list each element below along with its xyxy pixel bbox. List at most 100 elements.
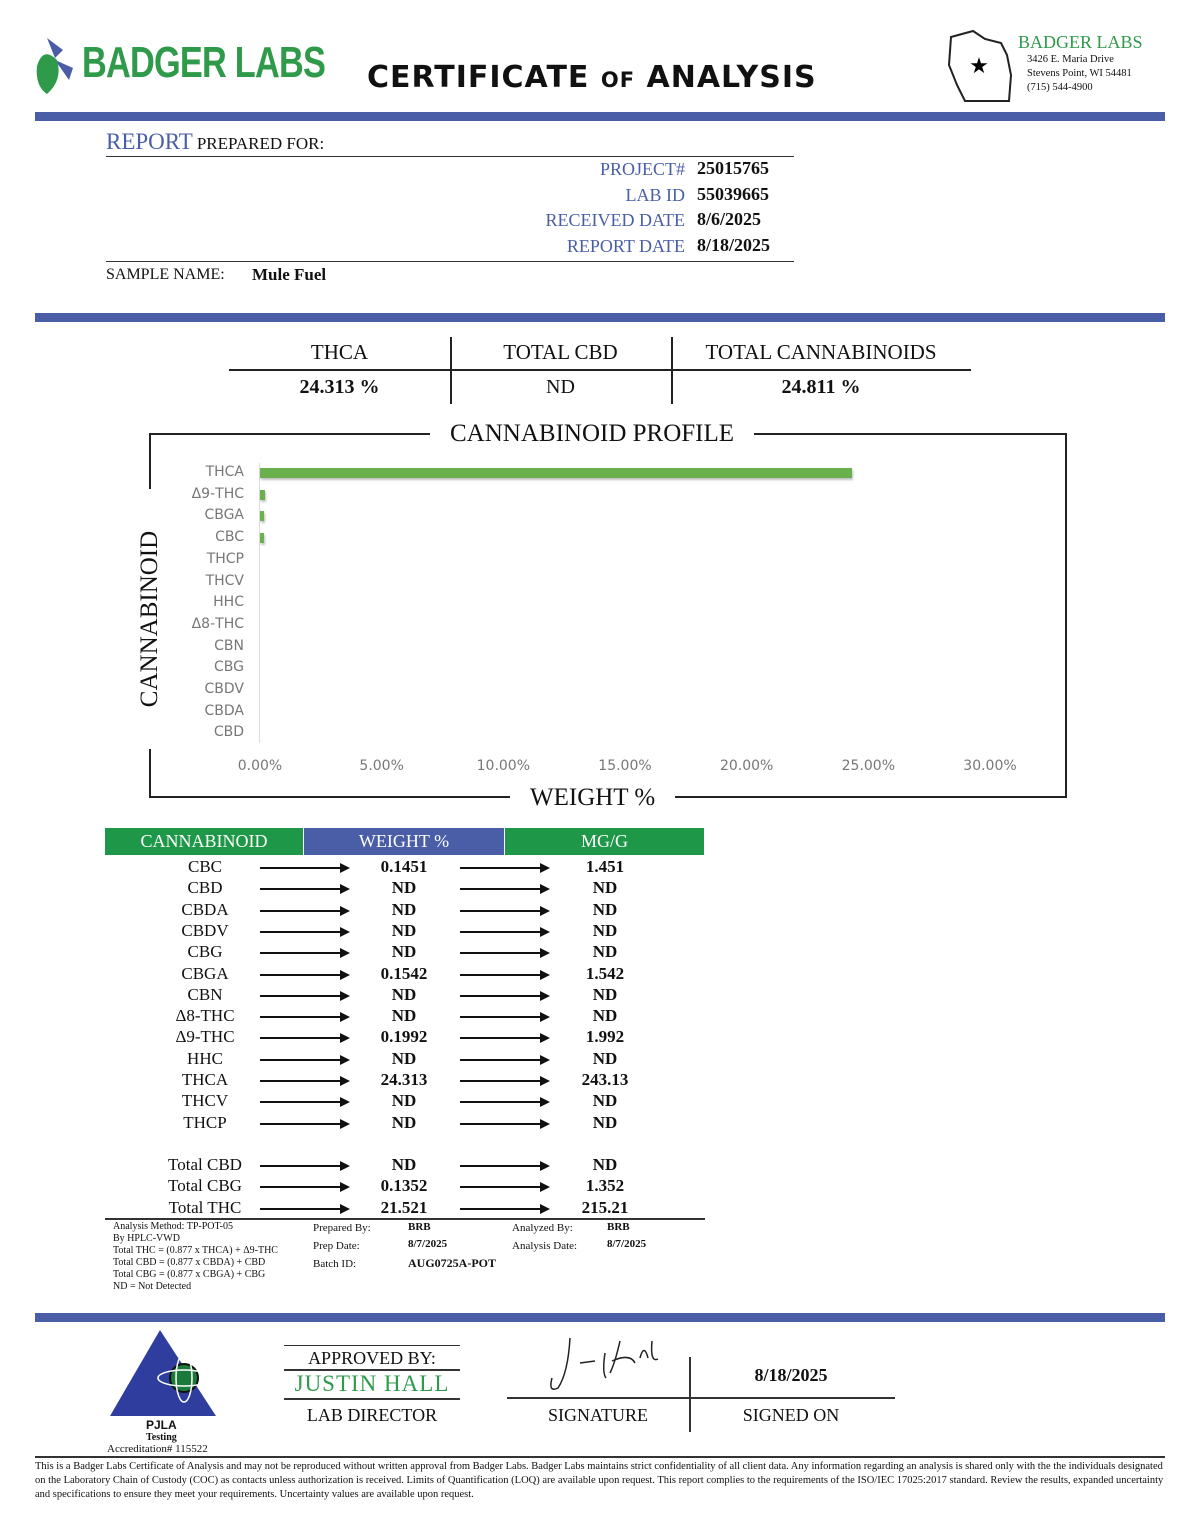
cannabinoid-name: THCA [181,1070,229,1089]
lab-id-label: LAB ID [625,185,686,205]
x-tick-label: 0.00% [237,758,283,774]
mgg-value: ND [592,1048,618,1068]
mgg-value: 1.352 [585,1176,625,1196]
arrow-icon [460,1161,550,1171]
arrow-icon [460,969,550,980]
table-row: Total THC 21.521 215.21 [105,1198,705,1219]
weight-value: ND [391,1091,417,1111]
arrow-icon [460,1097,550,1108]
table-row: CBDA ND ND [105,900,705,921]
summary-thca-label: THCA [310,340,369,364]
weight-value: ND [391,1006,417,1026]
arrow-icon [260,1118,350,1129]
batch-id: AUG0725A-POT [408,1256,496,1270]
bar-CBGA [260,511,264,522]
divider [35,1313,1165,1322]
analysis-date-label: Analysis Date: [512,1240,578,1252]
accreditation-number: Accreditation# 115522 [107,1443,208,1455]
cannabinoid-name: THCV [181,1091,229,1111]
arrow-icon [460,1054,550,1065]
y-tick-label: Δ9-THC [191,485,244,502]
report-date-label: REPORT DATE [566,236,685,256]
report-heading: REPORT PREPARED FOR: [106,129,794,157]
mgg-value: ND [592,899,618,919]
weight-value: ND [391,1112,417,1132]
table-row: CBG ND ND [105,942,705,963]
cannabinoid-name: CBC [187,857,223,876]
approver-role: LAB DIRECTOR [306,1405,438,1425]
logo-text: BADGER LABS [82,38,326,87]
wisconsin-map-icon: ★ [947,29,1013,102]
bar-THCA [260,468,852,478]
table-row: THCA 24.313 243.13 [105,1070,705,1091]
summary-cbd-value: ND [546,376,575,398]
x-tick-label: 30.00% [963,758,1017,774]
arrow-icon [260,1012,350,1023]
arrow-icon [460,926,550,937]
prep-date-label: Prep Date: [313,1240,360,1252]
chart-frame [149,433,1067,798]
x-tick-label: 5.00% [359,758,404,774]
y-tick-label: CBGA [204,507,244,524]
mgg-value: ND [592,920,618,940]
arrow-icon [460,990,550,1001]
batch-label: Batch ID: [313,1258,357,1270]
arrow-icon [260,1076,350,1086]
arrow-icon [260,948,350,959]
arrow-icon [460,1033,550,1044]
received-date-value: 8/6/2025 [697,209,762,229]
summary-thca-value: 24.313 % [299,376,380,398]
signed-on-label: SIGNED ON [742,1405,840,1425]
cannabinoid-name: Total CBD [168,1155,242,1174]
y-tick-label: HHC [213,594,244,611]
table-row: CBDV ND ND [105,921,705,942]
arrow-icon [260,1161,350,1171]
y-tick-label: CBG [214,659,244,676]
arrow-icon [460,1203,550,1214]
x-axis-title: WEIGHT % [510,784,676,812]
table-row: CBGA 0.1542 1.542 [105,964,705,985]
arrow-icon [460,1012,550,1023]
table-row: CBC 0.1451 1.451 [105,857,705,878]
weight-value: ND [391,1048,417,1068]
table-row: CBN ND ND [105,985,705,1006]
mgg-value: ND [592,878,618,898]
received-date-label: RECEIVED DATE [545,210,685,230]
arrow-icon [460,1076,550,1086]
sample-name-label: SAMPLE NAME: [106,266,225,283]
pjla-text: PJLA [146,1418,177,1432]
weight-value: 0.1352 [380,1176,428,1196]
divider [671,337,673,404]
chart-title: CANNABINOID PROFILE [430,420,755,448]
weight-value: ND [391,899,417,919]
divider [35,1456,1165,1458]
cannabinoid-name: THCP [183,1112,227,1132]
y-tick-label: CBN [214,637,244,654]
x-tick-label: 25.00% [841,758,896,774]
weight-value: 0.1542 [380,963,428,983]
svg-text:★: ★ [969,53,989,78]
arrow-icon [460,1182,550,1193]
col-header-mgg: MG/G [505,828,704,855]
bar-Δ9-THC [260,489,265,500]
arrow-icon [460,884,550,895]
disclaimer: This is a Badger Labs Certificate of Ana… [35,1461,1164,1500]
divider [229,369,971,371]
table-row: CBD ND ND [105,878,705,899]
prepared-by: BRB [408,1221,431,1233]
mgg-value: 1.992 [585,1027,625,1047]
cannabinoid-name: Δ9-THC [175,1027,235,1047]
mgg-value: 1.451 [585,857,625,876]
mgg-value: ND [592,1091,618,1111]
divider [507,1397,895,1399]
arrow-icon [260,863,350,873]
y-tick-label: THCA [205,464,244,480]
weight-value: ND [391,984,417,1004]
y-tick-label: THCV [205,572,244,589]
divider [35,112,1165,121]
weight-value: 0.1451 [380,857,428,876]
pjla-logo-icon [110,1330,216,1416]
mgg-value: 1.542 [585,963,625,983]
y-tick-label: Δ8-THC [191,615,244,632]
arrow-icon [260,884,350,895]
